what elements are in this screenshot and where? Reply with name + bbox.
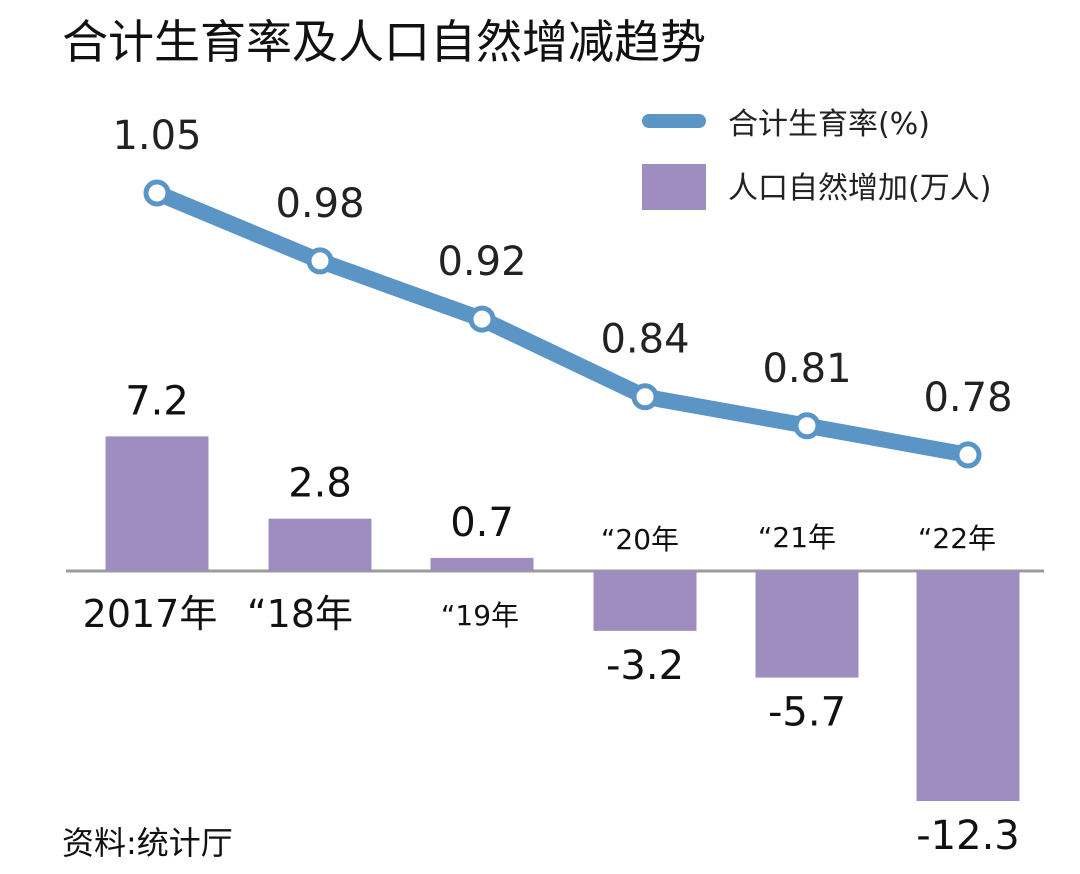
line-layer [143, 179, 982, 469]
category-label-5: “22年 [918, 522, 996, 555]
bar-label-2: 0.7 [450, 500, 514, 546]
fertility-line [149, 185, 976, 463]
line-label-3: 0.84 [600, 317, 689, 363]
bar-label-0: 7.2 [125, 378, 189, 424]
legend-line-swatch [642, 114, 706, 128]
bars-layer [105, 436, 1020, 802]
line-label-1: 0.98 [275, 181, 364, 227]
line-label-0: 1.05 [112, 113, 201, 159]
category-label-3: “20年 [601, 523, 679, 556]
line-point-3 [631, 383, 659, 411]
line-label-4: 0.81 [762, 346, 851, 392]
legend-bar-label: 人口自然增加(万人) [728, 171, 991, 206]
category-label-2: “19年 [441, 599, 519, 632]
line-point-0 [143, 179, 171, 207]
bar-label-1: 2.8 [288, 461, 352, 507]
labels-layer: 1.05 0.98 0.92 0.84 0.81 0.78 7.2 2.8 0.7 -3.2 -5.… [83, 113, 1020, 859]
bar-4 [755, 571, 859, 678]
line-point-1 [306, 247, 334, 275]
category-label-0: 2017年 [83, 592, 218, 636]
bar-0 [105, 436, 209, 571]
category-label-1: “18年 [247, 592, 353, 636]
bar-2 [430, 557, 534, 571]
category-label-4: “21年 [758, 521, 836, 554]
bar-label-3: -3.2 [606, 643, 684, 689]
line-label-5: 0.78 [923, 375, 1012, 421]
bar-5 [916, 571, 1020, 802]
line-point-5 [954, 441, 982, 469]
chart-title: 合计生育率及人口自然增减趋势 [62, 15, 706, 69]
bar-1 [268, 518, 372, 571]
legend: 合计生育率(%) 人口自然增加(万人) [642, 107, 991, 210]
legend-line-label: 合计生育率(%) [728, 107, 930, 142]
bar-label-5: -12.3 [916, 813, 1020, 859]
line-point-4 [793, 412, 821, 440]
bar-label-4: -5.7 [768, 690, 846, 736]
source-note: 资料:统计厅 [62, 824, 233, 862]
line-point-2 [468, 305, 496, 333]
line-label-2: 0.92 [437, 239, 526, 285]
bar-3 [593, 571, 697, 631]
legend-bar-swatch [642, 164, 706, 210]
